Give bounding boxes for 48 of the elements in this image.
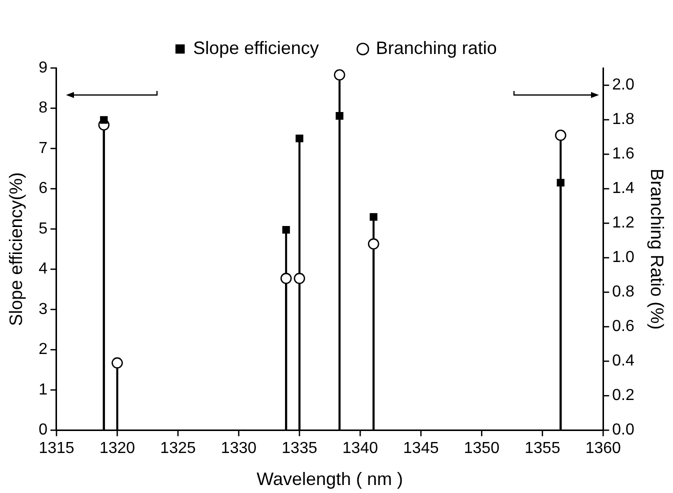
point [368, 238, 380, 250]
y-tick-label: 9 [38, 59, 48, 76]
x-tick-label: 1315 [38, 440, 74, 458]
y2-axis-title: Branching Ratio (%) [647, 168, 668, 330]
y-tick-label: 8 [38, 100, 48, 117]
y2-tick-label: 1.0 [612, 249, 634, 266]
y-axis-title: Slope efficiency(%) [6, 172, 26, 326]
y2-tick-label: 1.4 [612, 180, 634, 198]
legend-label: Slope efficiency [193, 38, 319, 58]
y-tick-label: 0 [38, 422, 48, 439]
y-tick-label: 7 [38, 140, 48, 157]
point [296, 134, 304, 142]
y2-tick-label: 0.4 [612, 352, 634, 370]
x-tick-label: 1345 [403, 440, 439, 458]
x-tick-label: 1355 [524, 440, 560, 458]
y-tick-label: 6 [38, 180, 48, 198]
y2-tick-label: 0.6 [612, 318, 634, 336]
x-tick-label: 1335 [282, 440, 318, 458]
x-tick-label: 1320 [99, 440, 136, 458]
y2-tick-label: 0.2 [612, 387, 634, 404]
x-tick-label: 1330 [220, 440, 257, 458]
y-tick-label: 2 [38, 341, 48, 358]
x-axis-title: Wavelength ( nm ) [256, 469, 404, 490]
y-tick-label: 1 [38, 381, 48, 398]
point [554, 130, 566, 141]
y2-tick-label: 1.6 [612, 146, 634, 163]
x-tick-label: 1340 [342, 440, 378, 458]
point [336, 112, 344, 120]
point [112, 357, 123, 369]
y-tick-label: 3 [38, 300, 48, 318]
legend-label: Branching ratio [376, 38, 497, 58]
point [334, 69, 346, 81]
y2-tick-label: 1.8 [612, 111, 634, 128]
y-tick-label: 5 [38, 220, 48, 238]
y2-tick-label: 0.8 [612, 284, 634, 301]
point [280, 272, 292, 284]
x-tick-label: 1350 [464, 440, 500, 458]
y-tick-label: 4 [38, 260, 48, 278]
point [370, 213, 378, 221]
y2-tick-label: 2.0 [612, 76, 634, 94]
y2-tick-label: 0.0 [612, 422, 634, 439]
point [282, 226, 290, 234]
point [556, 178, 564, 187]
y2-tick-label: 1.2 [612, 214, 634, 232]
point [294, 272, 306, 284]
x-tick-label: 1325 [160, 440, 196, 458]
x-tick-label: 1360 [585, 440, 622, 458]
point [100, 116, 108, 124]
